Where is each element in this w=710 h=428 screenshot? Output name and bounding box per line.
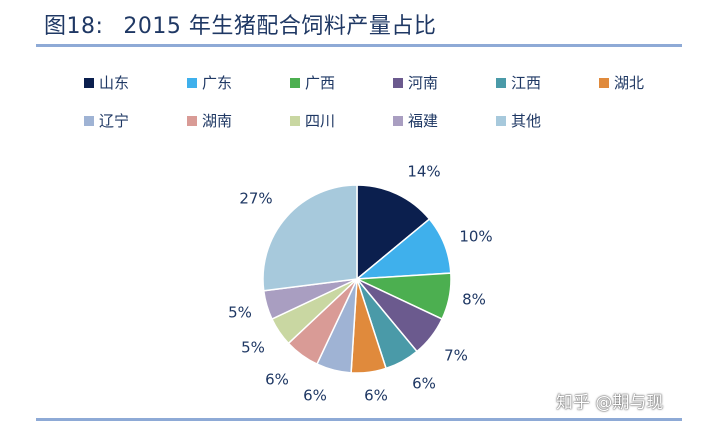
legend-label: 湖南	[202, 112, 233, 130]
legend-label: 辽宁	[99, 112, 130, 130]
legend-label: 福建	[408, 112, 439, 130]
bottom-divider	[36, 418, 682, 421]
slice-label: 6%	[412, 375, 436, 393]
legend-swatch	[84, 77, 94, 88]
figure-title-text: 2015 年生猪配合饲料产量占比	[123, 14, 437, 39]
slice-label: 7%	[444, 347, 468, 365]
legend-item: 广西	[290, 72, 335, 93]
legend-swatch	[290, 115, 300, 126]
slice-label: 5%	[241, 339, 265, 357]
slice-label: 6%	[303, 387, 327, 405]
legend-swatch	[290, 77, 300, 88]
legend-item: 湖北	[599, 72, 644, 93]
figure-number: 图18:	[44, 14, 104, 39]
chart-title: 图18: 2015 年生猪配合饲料产量占比	[44, 8, 436, 40]
legend-item: 山东	[84, 72, 129, 93]
slice-label: 6%	[364, 387, 388, 405]
legend-label: 广西	[305, 74, 336, 92]
legend-swatch	[496, 115, 506, 126]
slice-label: 14%	[407, 163, 440, 181]
legend-label: 山东	[99, 74, 130, 92]
slice-label: 10%	[459, 228, 492, 246]
slice-label: 8%	[462, 291, 486, 309]
legend-item: 福建	[393, 110, 438, 131]
legend-item: 广东	[187, 72, 232, 93]
legend-swatch	[393, 115, 403, 126]
legend-swatch	[187, 77, 197, 88]
legend-swatch	[599, 77, 609, 88]
legend-label: 湖北	[614, 74, 645, 92]
legend-swatch	[393, 77, 403, 88]
legend-label: 其他	[511, 112, 542, 130]
slice-label: 5%	[228, 304, 252, 322]
pie-slice	[356, 184, 431, 281]
legend-item: 江西	[496, 72, 541, 93]
legend-label: 河南	[408, 74, 439, 92]
legend-swatch	[187, 115, 197, 126]
slice-label: 6%	[265, 371, 289, 389]
legend-item: 四川	[290, 110, 335, 131]
legend-item: 湖南	[187, 110, 232, 131]
legend-swatch	[496, 77, 506, 88]
watermark: 知乎 @期与现	[556, 393, 664, 413]
legend-item: 其他	[496, 110, 541, 131]
legend-label: 广东	[202, 74, 233, 92]
top-divider	[36, 44, 682, 47]
pie-slice	[262, 184, 358, 292]
legend-label: 四川	[305, 112, 336, 130]
legend-item: 河南	[393, 72, 438, 93]
legend-label: 江西	[511, 74, 542, 92]
legend-swatch	[84, 115, 94, 126]
legend-item: 辽宁	[84, 110, 129, 131]
slice-label: 27%	[239, 190, 272, 208]
